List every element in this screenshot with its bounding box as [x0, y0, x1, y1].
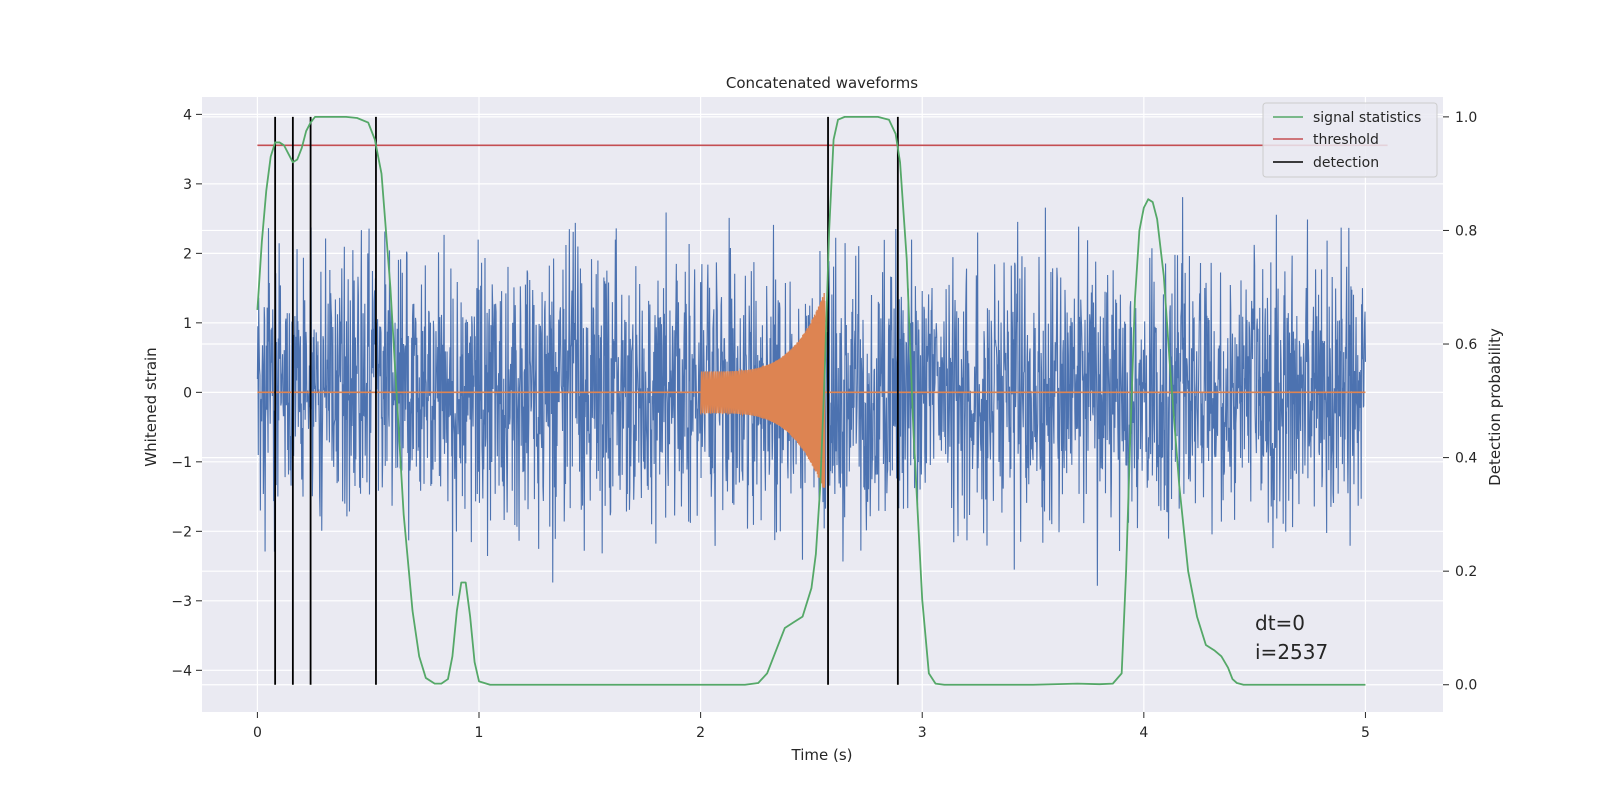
x-tick-label: 0: [253, 725, 262, 741]
x-tick-label: 4: [1139, 725, 1148, 741]
legend-frame: [1262, 102, 1438, 178]
detection-series: [274, 116, 899, 685]
x-tick-label: 5: [1361, 725, 1370, 741]
y2-axis-label: Detection probability: [1486, 328, 1504, 486]
y-tick-label: −2: [171, 524, 192, 540]
y-axis-ticks: −4 −3 −2 −1 0 1 2 3 4: [171, 107, 202, 679]
y-tick-label: 4: [183, 107, 192, 123]
x-tick-label: 2: [696, 725, 705, 741]
y-tick-label: 1: [183, 316, 192, 332]
y-axis-label: Whitened strain: [142, 347, 160, 466]
y2-tick-label: 0.0: [1455, 678, 1477, 694]
y-tick-label: 2: [183, 246, 192, 262]
chirp-series: [257, 292, 1366, 488]
y2-tick-label: 0.6: [1455, 337, 1477, 353]
y-tick-label: −4: [171, 663, 192, 679]
x-tick-label: 1: [475, 725, 484, 741]
y2-tick-label: 0.2: [1455, 564, 1477, 580]
annotation-index: i=2537: [1255, 640, 1328, 664]
y2-tick-label: 1.0: [1455, 110, 1477, 126]
y-tick-label: 0: [183, 385, 192, 401]
y-tick-label: −1: [171, 455, 192, 471]
legend-signal-label: signal statistics: [1313, 110, 1421, 126]
legend-detection-label: detection: [1313, 155, 1379, 171]
y2-axis-ticks: 0.0 0.2 0.4 0.6 0.8 1.0: [1443, 110, 1477, 694]
y-tick-label: −3: [171, 594, 192, 610]
signal-statistics-series: [256, 115, 1366, 686]
chirp-line: [700, 292, 826, 488]
y2-tick-label: 0.4: [1455, 451, 1477, 467]
annotation-dt: dt=0: [1255, 611, 1305, 635]
x-axis-label: Time (s): [791, 746, 853, 764]
legend-threshold-label: threshold: [1313, 132, 1379, 148]
signal-statistics-line: [256, 115, 1366, 686]
y2-tick-label: 0.8: [1455, 223, 1477, 239]
legend: signal statistics threshold detection: [1262, 102, 1438, 178]
x-axis-ticks: 0 1 2 3 4 5: [253, 712, 1370, 741]
chart-title: Concatenated waveforms: [726, 74, 918, 92]
x-tick-label: 3: [918, 725, 927, 741]
y-tick-label: 3: [183, 177, 192, 193]
